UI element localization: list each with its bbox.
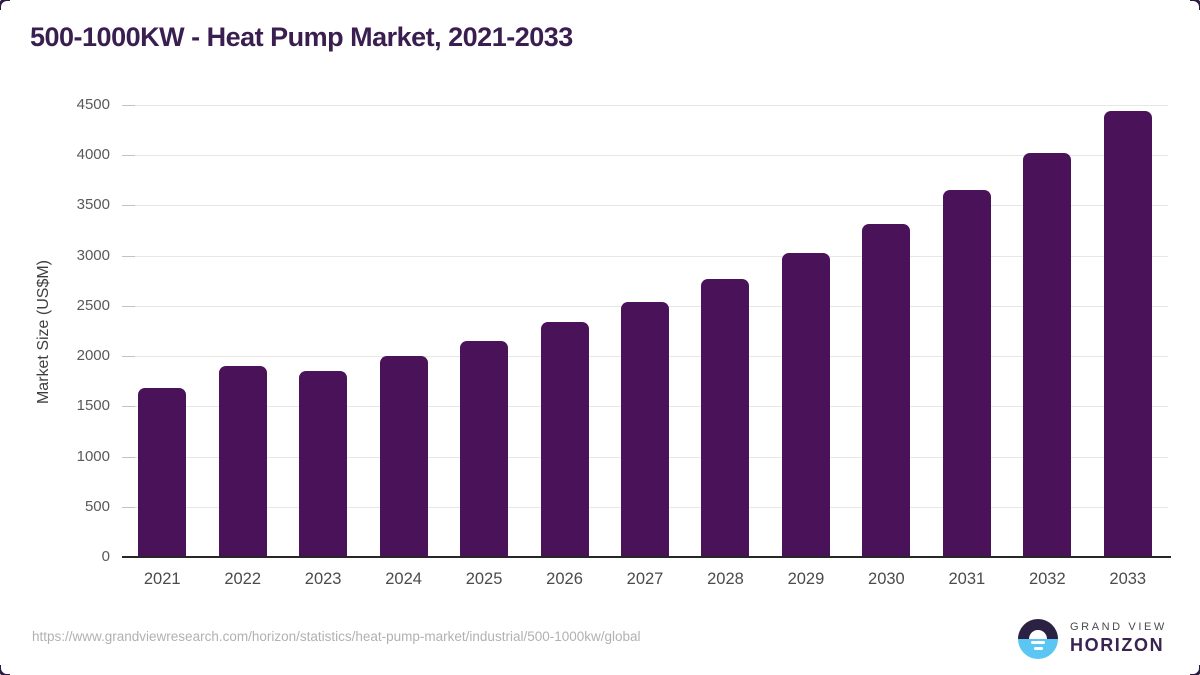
y-tick-label-2500: 2500 bbox=[76, 296, 110, 314]
bar-2022[interactable] bbox=[218, 366, 267, 557]
grand-view-horizon-logo: GRAND VIEW HORIZON bbox=[1018, 618, 1178, 662]
brand-name-top: GRAND VIEW bbox=[1070, 621, 1167, 633]
y-tick-4500 bbox=[122, 105, 135, 106]
x-tick-label-2022: 2022 bbox=[224, 570, 262, 588]
x-tick-label-2030: 2030 bbox=[868, 570, 905, 588]
x-tick-label-2024: 2024 bbox=[385, 570, 422, 588]
y-tick-label-500: 500 bbox=[84, 497, 110, 515]
bar-2021[interactable] bbox=[138, 388, 187, 557]
y-tick-label-3500: 3500 bbox=[76, 196, 110, 214]
y-tick-label-2000: 2000 bbox=[76, 347, 110, 365]
gridline-4500 bbox=[122, 105, 1168, 106]
bar-2031[interactable] bbox=[942, 190, 991, 557]
bar-2025[interactable] bbox=[460, 341, 509, 557]
sun-shape bbox=[1029, 630, 1047, 639]
bar-2029[interactable] bbox=[781, 252, 830, 557]
bar-2023[interactable] bbox=[299, 371, 348, 557]
plot-area bbox=[122, 105, 1168, 557]
x-tick-label-2021: 2021 bbox=[143, 570, 181, 588]
x-tick-label-2028: 2028 bbox=[707, 570, 744, 588]
bar-2032[interactable] bbox=[1023, 153, 1072, 557]
y-tick-1000 bbox=[122, 456, 135, 458]
x-axis-line bbox=[122, 556, 1171, 558]
brand-name-bottom: HORIZON bbox=[1070, 635, 1165, 655]
y-tick-label-4000: 4000 bbox=[76, 146, 110, 164]
horizon-reflection-line bbox=[1033, 647, 1043, 650]
x-tick-label-2023: 2023 bbox=[304, 570, 342, 588]
chart-title: 500-1000KW - Heat Pump Market, 2021-2033 bbox=[30, 22, 573, 52]
bar-2027[interactable] bbox=[621, 301, 669, 557]
frame-corner-bottom-left bbox=[0, 665, 10, 675]
y-tick-2500 bbox=[122, 305, 135, 307]
y-tick-label-1500: 1500 bbox=[76, 397, 110, 415]
y-tick-4000 bbox=[122, 155, 135, 157]
x-tick-label-2027: 2027 bbox=[626, 570, 664, 588]
y-tick-label-1000: 1000 bbox=[76, 447, 110, 465]
y-tick-label-4500: 4500 bbox=[76, 96, 110, 113]
y-tick-2000 bbox=[122, 356, 135, 358]
logo-text: GRAND VIEW HORIZON bbox=[1070, 621, 1167, 656]
horizon-reflection-line bbox=[1031, 641, 1045, 644]
gridline-3500 bbox=[122, 205, 1168, 207]
x-tick-label-2031: 2031 bbox=[948, 570, 986, 588]
source-url: https://www.grandviewresearch.com/horizo… bbox=[32, 629, 641, 644]
x-tick-label-2025: 2025 bbox=[465, 570, 503, 588]
y-tick-label-0: 0 bbox=[101, 548, 110, 565]
x-tick-label-2033: 2033 bbox=[1109, 570, 1147, 588]
bar-2026[interactable] bbox=[540, 321, 589, 557]
horizon-sunrise-icon bbox=[1018, 619, 1058, 659]
gridline-4000 bbox=[122, 155, 1168, 157]
bar-2030[interactable] bbox=[862, 223, 911, 557]
x-tick-label-2026: 2026 bbox=[546, 570, 583, 588]
y-tick-1500 bbox=[122, 406, 135, 408]
bar-2033[interactable] bbox=[1103, 111, 1152, 557]
gridline-3000 bbox=[122, 255, 1168, 257]
frame-corner-top-right bbox=[1190, 0, 1200, 10]
x-tick-label-2032: 2032 bbox=[1028, 570, 1066, 588]
bar-2028[interactable] bbox=[701, 278, 750, 557]
frame-corner-top-left bbox=[0, 0, 10, 10]
y-tick-3500 bbox=[122, 205, 135, 207]
bar-2024[interactable] bbox=[379, 356, 428, 557]
frame-corner-bottom-right bbox=[1190, 665, 1200, 675]
y-tick-500 bbox=[122, 506, 135, 508]
y-tick-label-3000: 3000 bbox=[76, 246, 110, 264]
x-tick-label-2029: 2029 bbox=[787, 570, 825, 588]
y-tick-3000 bbox=[122, 255, 135, 257]
